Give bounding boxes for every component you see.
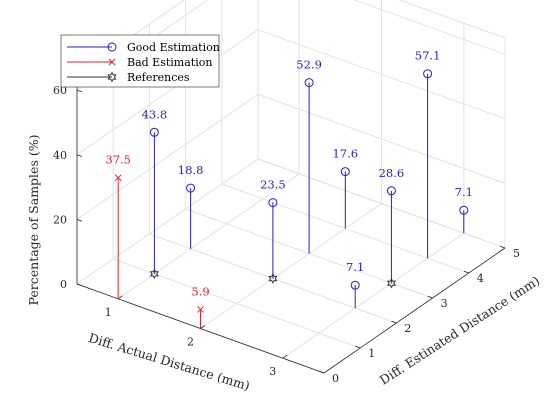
bad-estimation-marker [114,174,122,182]
grid-line-z [257,29,506,120]
value-label: 7.1 [455,185,473,199]
x-tick [117,295,123,300]
value-label: 43.8 [142,107,168,121]
z-tick-label: 20 [53,213,67,226]
value-label: 18.8 [178,163,204,177]
z-tick [76,89,83,93]
value-label: 28.6 [379,166,405,180]
y-tick-label: 4 [477,272,484,285]
box-edge [398,0,506,39]
value-label: 7.1 [346,260,364,274]
value-label: 37.5 [105,153,131,167]
grid-line-z [76,93,259,220]
z-tick-label: 40 [53,149,67,162]
x-axis-label: Diff. Actual Distance (mm) [87,330,252,393]
good-estimation-marker [149,127,159,137]
legend-entry-references: References [67,71,190,84]
y-tick-label: 5 [513,247,520,260]
y-tick [463,270,469,274]
value-label: 5.9 [191,284,209,298]
y-tick-label: 1 [368,347,375,360]
y-axis-line [323,247,506,374]
value-label: 57.1 [415,49,441,63]
grid-line-x [117,173,300,300]
grid-line-z [76,29,259,156]
bad-estimation-marker [197,306,204,313]
reference-marker [268,273,278,284]
y-tick [391,320,397,324]
legend-label: Good Estimation [127,41,220,54]
z-tick [76,283,83,287]
x-tick-label: 3 [269,365,276,378]
legend-label: Bad Estimation [127,56,212,69]
y-axis-label: Diff. Estinated Distance (mm) [377,273,543,388]
legend-entry-bad-estimation: Bad Estimation [67,56,212,69]
y-tick-label: 2 [404,322,411,335]
y-tick [318,370,325,374]
good-estimation-marker [340,167,350,177]
x-tick [282,354,288,359]
grid-line-z [353,0,506,55]
legend-marker [107,71,117,83]
y-tick-label: 0 [332,372,339,385]
reference-marker [386,277,396,289]
good-estimation-marker [186,183,196,193]
stem-series [114,69,469,329]
z-axis-label: Percentage of Samples (%) [26,135,41,306]
good-estimation-marker [459,205,469,215]
legend: Good Estimation Bad Estimation References [60,34,220,88]
value-label: 52.9 [296,58,322,72]
x-tick-label: 1 [105,306,112,319]
value-labels: 43.8 18.8 23.5 52.9 17.6 7.1 28.6 57.1 7.1 37.5 5.… [105,49,473,299]
good-estimation-marker [350,280,360,290]
z-tick-label: 0 [60,278,67,291]
reference-marker [149,268,159,280]
x-tick [200,325,206,329]
value-label: 17.6 [332,147,358,161]
legend-box [60,34,220,88]
legend-entry-good-estimation: Good Estimation [67,41,220,54]
y-tick [427,295,433,299]
grid-line-y [113,258,361,349]
z-tick [76,219,83,222]
good-estimation-marker [386,186,396,196]
y-tick-label: 3 [441,297,448,310]
value-label: 23.5 [260,178,286,192]
z-tick-label: 60 [53,84,67,97]
good-estimation-marker [423,69,433,79]
y-tick [499,245,506,249]
y-tick [355,345,361,349]
grid-line-x [282,232,465,359]
good-estimation-marker [268,198,278,208]
z-tick [76,154,83,157]
grid-line-x [200,203,382,329]
good-estimation-marker [304,78,314,88]
legend-label: References [127,71,190,84]
legend-marker [107,42,117,52]
grid-line-z [76,158,259,285]
x-tick-label: 2 [187,336,194,349]
grid-line-z [257,93,506,184]
legend-marker [108,58,116,66]
